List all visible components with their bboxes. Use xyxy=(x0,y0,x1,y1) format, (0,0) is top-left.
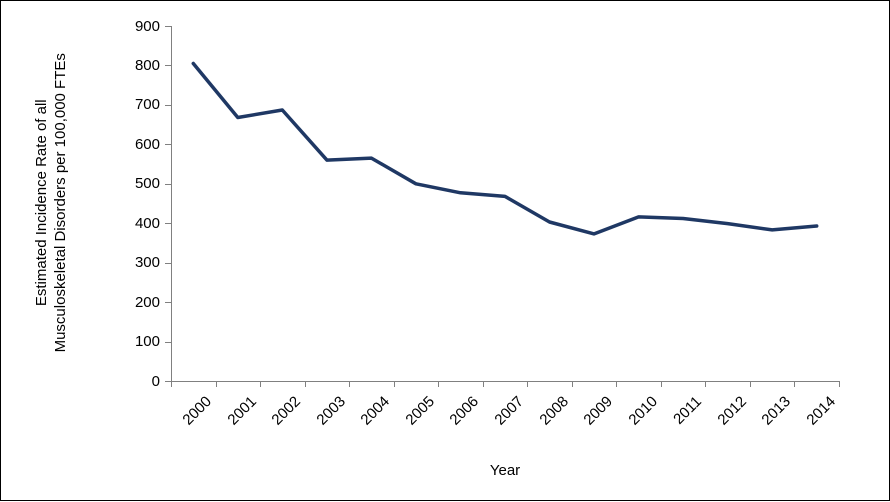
chart-container: Estimated Incidence Rate of all Musculos… xyxy=(0,0,890,501)
data-line xyxy=(1,1,890,502)
data-polyline xyxy=(193,64,816,234)
